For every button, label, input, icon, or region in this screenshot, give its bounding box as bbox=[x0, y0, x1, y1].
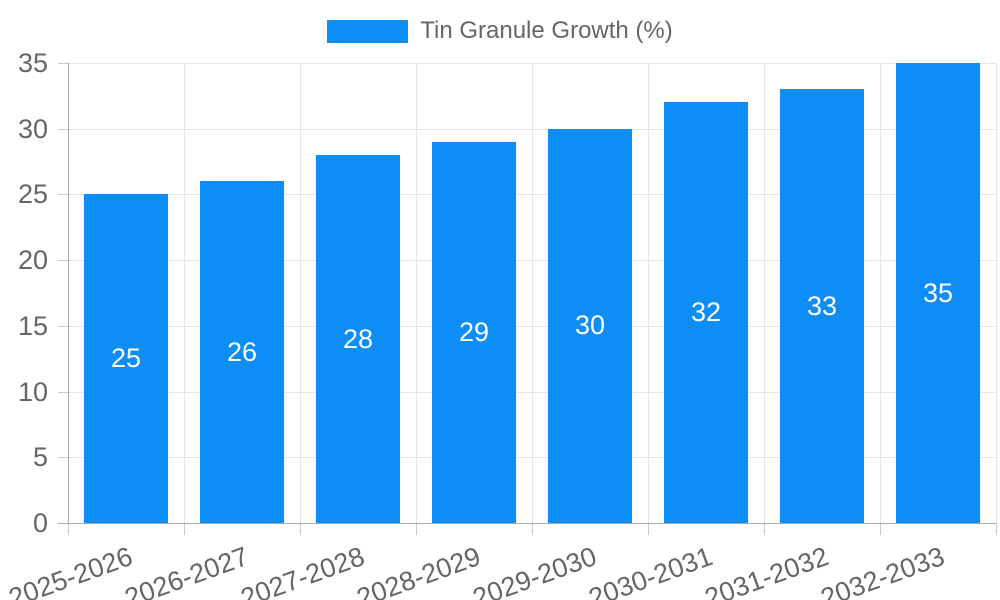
x-axis-category-label: 2026-2027 bbox=[120, 541, 253, 600]
bar[interactable]: 28 bbox=[316, 155, 400, 523]
x-gridline bbox=[184, 63, 185, 523]
bar[interactable]: 25 bbox=[84, 194, 168, 523]
x-gridline bbox=[764, 63, 765, 523]
bar-value-label: 29 bbox=[458, 316, 490, 347]
y-axis-tick bbox=[58, 260, 68, 262]
x-axis-tick bbox=[416, 523, 417, 535]
x-axis-line bbox=[58, 523, 996, 524]
x-axis-tick bbox=[764, 523, 765, 535]
bar-value-label: 28 bbox=[342, 323, 374, 354]
y-axis-tick bbox=[58, 194, 68, 196]
x-gridline bbox=[416, 63, 417, 523]
x-axis-category-label: 2029-2030 bbox=[468, 541, 601, 600]
bar-value-label: 33 bbox=[806, 290, 838, 321]
y-axis-tick-label: 5 bbox=[32, 442, 48, 473]
y-axis-tick bbox=[58, 128, 68, 130]
bar[interactable]: 29 bbox=[432, 141, 516, 523]
x-axis-tick bbox=[68, 523, 69, 535]
y-axis-tick-label: 0 bbox=[32, 508, 48, 538]
bar-value-label: 25 bbox=[110, 343, 142, 374]
legend-label: Tin Granule Growth (%) bbox=[420, 17, 673, 44]
x-axis-tick bbox=[532, 523, 533, 535]
x-gridline bbox=[648, 63, 649, 523]
x-axis-tick bbox=[184, 523, 185, 535]
bar[interactable]: 33 bbox=[780, 89, 864, 523]
x-axis-tick bbox=[880, 523, 881, 535]
legend-swatch bbox=[327, 19, 409, 43]
bar[interactable]: 35 bbox=[896, 63, 980, 523]
y-axis-tick bbox=[58, 457, 68, 459]
y-axis-tick-label: 25 bbox=[17, 179, 48, 210]
y-axis-tick-label: 35 bbox=[17, 48, 48, 78]
x-gridline bbox=[880, 63, 881, 523]
y-axis-tick-label: 20 bbox=[17, 245, 48, 276]
x-axis-category-label: 2030-2031 bbox=[584, 541, 717, 600]
x-axis-category-label: 2027-2028 bbox=[236, 541, 369, 600]
bar-value-label: 32 bbox=[690, 297, 722, 328]
bar-value-label: 30 bbox=[574, 310, 606, 341]
bar[interactable]: 30 bbox=[548, 128, 632, 523]
x-gridline bbox=[300, 63, 301, 523]
x-axis-tick bbox=[996, 523, 997, 535]
x-axis-category-label: 2031-2032 bbox=[700, 541, 833, 600]
bar[interactable]: 26 bbox=[200, 181, 284, 523]
x-gridline bbox=[996, 63, 997, 523]
y-axis-tick bbox=[58, 391, 68, 393]
y-axis-tick-label: 10 bbox=[17, 376, 48, 407]
x-gridline bbox=[532, 63, 533, 523]
y-axis-tick-label: 15 bbox=[17, 310, 48, 341]
x-axis-tick bbox=[300, 523, 301, 535]
legend-item[interactable]: Tin Granule Growth (%) bbox=[0, 17, 1000, 45]
bar-value-label: 26 bbox=[226, 336, 258, 367]
y-axis-tick bbox=[58, 325, 68, 327]
y-axis-tick-label: 30 bbox=[17, 113, 48, 144]
x-axis-tick bbox=[648, 523, 649, 535]
y-axis-line bbox=[68, 63, 69, 523]
x-axis-category-label: 2025-2026 bbox=[4, 541, 137, 600]
y-axis-tick bbox=[58, 63, 68, 64]
bar-value-label: 35 bbox=[922, 277, 954, 308]
x-axis-category-label: 2032-2033 bbox=[816, 541, 949, 600]
bar[interactable]: 32 bbox=[664, 102, 748, 523]
x-axis-category-label: 2028-2029 bbox=[352, 541, 485, 600]
